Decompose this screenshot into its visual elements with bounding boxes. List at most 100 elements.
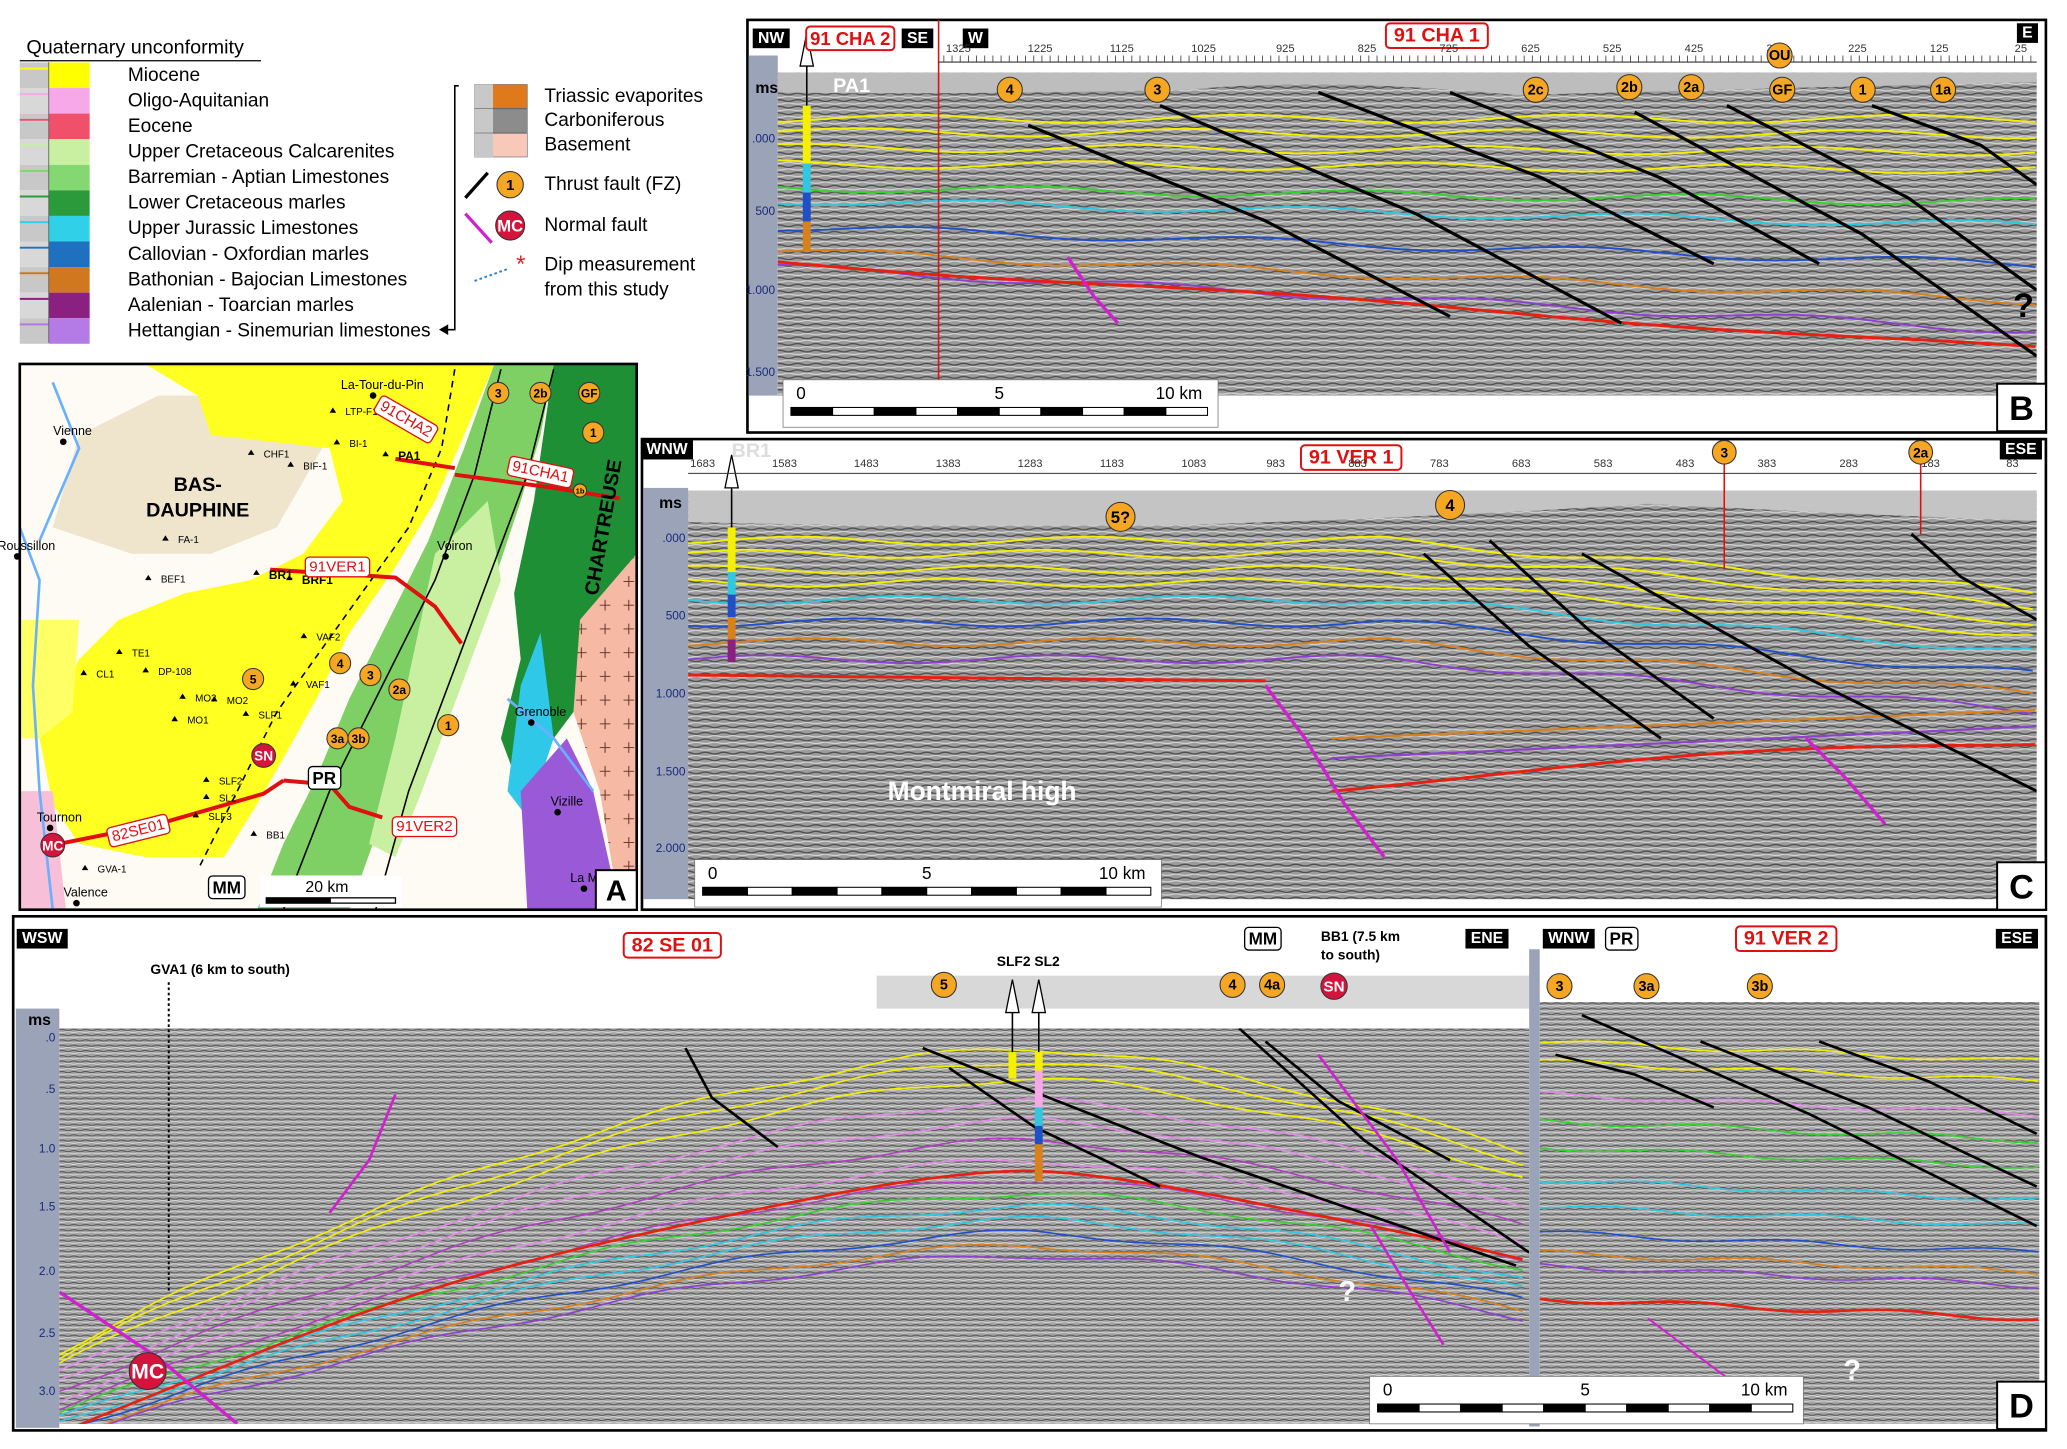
- axis-strip: [748, 55, 778, 396]
- shot-point: 1083: [1181, 458, 1206, 470]
- normal-fault-marker: [251, 743, 277, 768]
- horizon: [777, 185, 2036, 206]
- legend-strip: [19, 62, 49, 89]
- normal-fault: [1264, 684, 1386, 858]
- fault-label: 3a: [331, 732, 345, 746]
- section-line: [454, 472, 620, 501]
- fault-label: 4: [1445, 496, 1455, 515]
- thrust-marker: [1908, 439, 1934, 465]
- normal-fault-marker: [40, 832, 66, 858]
- map-frame: [18, 362, 639, 912]
- label: 5: [994, 383, 1004, 403]
- legend-thrust: [464, 171, 489, 199]
- label: SLF1: [258, 710, 282, 721]
- horizon: [1539, 1205, 2039, 1226]
- thrust-marker: [347, 727, 370, 750]
- label-box: [373, 395, 439, 444]
- horizon: [688, 564, 2033, 626]
- label-box: [1542, 928, 1595, 949]
- horizon: [688, 548, 2033, 611]
- label-box: [307, 765, 342, 790]
- horizon: [688, 577, 2033, 636]
- header-grey: [876, 975, 1536, 1009]
- seismic: [688, 490, 2037, 900]
- normal-fault: [1804, 737, 1887, 826]
- horizon: [1539, 1058, 2039, 1083]
- scale-bar: [1584, 1403, 1628, 1413]
- well: [290, 680, 297, 686]
- well: [210, 696, 218, 702]
- thrust-marker: [1105, 501, 1136, 532]
- well-column: [802, 163, 811, 193]
- scale-bar: [998, 406, 1042, 416]
- well-derrick: [1005, 979, 1020, 1014]
- label: VAF2: [316, 633, 340, 644]
- scale-bar: [1060, 886, 1107, 896]
- time-tick: 1.5: [39, 1199, 56, 1213]
- horizon: [59, 1048, 1523, 1356]
- label: Triassic evaporites: [544, 86, 703, 107]
- shot-point: 883: [1348, 458, 1367, 470]
- well-column: [1008, 1065, 1017, 1079]
- scale-bar: [266, 897, 331, 904]
- thrust-marker: [1769, 76, 1796, 103]
- thrust-fault: [1238, 1028, 1530, 1254]
- fault-label: 5: [940, 978, 948, 994]
- label: 10 km: [1099, 863, 1146, 883]
- label: SLF2: [219, 776, 243, 787]
- label: Hettangian - Sinemurian limestones: [128, 321, 431, 342]
- scale-bar: [1015, 886, 1062, 896]
- town-name: Vienne: [53, 424, 92, 438]
- well-column: [727, 617, 736, 640]
- legend-strip: [474, 108, 494, 133]
- horizon: [688, 673, 1266, 683]
- legend-strip: [19, 113, 49, 140]
- shot-point: 1325: [946, 43, 971, 55]
- scale-bar: [1709, 1403, 1752, 1413]
- thrust-fault: [1910, 532, 2037, 621]
- label: Barremian - Aptian Limestones: [128, 167, 389, 188]
- well-derrick: [724, 454, 740, 489]
- well: [116, 648, 123, 654]
- well-name: BR1: [732, 440, 772, 462]
- label: Dip measurement: [544, 255, 696, 276]
- letter-box: [1996, 1380, 2047, 1431]
- letter-box: [1996, 861, 2047, 911]
- town: [73, 899, 80, 907]
- scale-bar: [881, 886, 928, 896]
- label: 0: [1383, 1380, 1393, 1400]
- thrust-front: [197, 369, 456, 871]
- shot-point: 625: [1521, 43, 1540, 55]
- thrust: [374, 369, 555, 910]
- horizon: [103, 1244, 1523, 1424]
- normal-fault-marker: [495, 210, 526, 241]
- thrust-marker: [578, 381, 601, 405]
- thrust-marker: [1259, 971, 1286, 998]
- letter-box: [1996, 382, 2047, 433]
- thrust-marker: [1746, 973, 1773, 1000]
- well-column: [1034, 1088, 1043, 1108]
- scale-bar: [1105, 886, 1152, 896]
- horizons: [59, 1028, 1530, 1424]
- thrust-marker: [582, 421, 605, 444]
- label: Bathonian - Bajocian Limestones: [128, 269, 407, 290]
- scale-bar: [1501, 1403, 1545, 1413]
- feature-name: Montmiral high: [888, 776, 1077, 806]
- town-name: La-Tour-du-Pin: [341, 378, 424, 392]
- well-name: PA1: [833, 75, 870, 97]
- fault-label: 2a: [393, 683, 407, 697]
- fault-label: 1b: [576, 487, 585, 496]
- label: BI-1: [349, 439, 368, 450]
- scale-bar: [702, 886, 748, 896]
- map: [19, 363, 637, 910]
- letter-box: [594, 869, 638, 911]
- horizon: [108, 1255, 1523, 1424]
- scale-bar: [915, 406, 959, 416]
- town: [580, 885, 588, 892]
- label: Upper Cretaceous Calcarenites: [128, 141, 395, 162]
- scale-box: [1369, 1375, 1804, 1425]
- thrust-marker: [487, 381, 510, 405]
- well-column: [802, 105, 811, 135]
- well-column: [727, 594, 736, 618]
- horizon: [688, 595, 2033, 650]
